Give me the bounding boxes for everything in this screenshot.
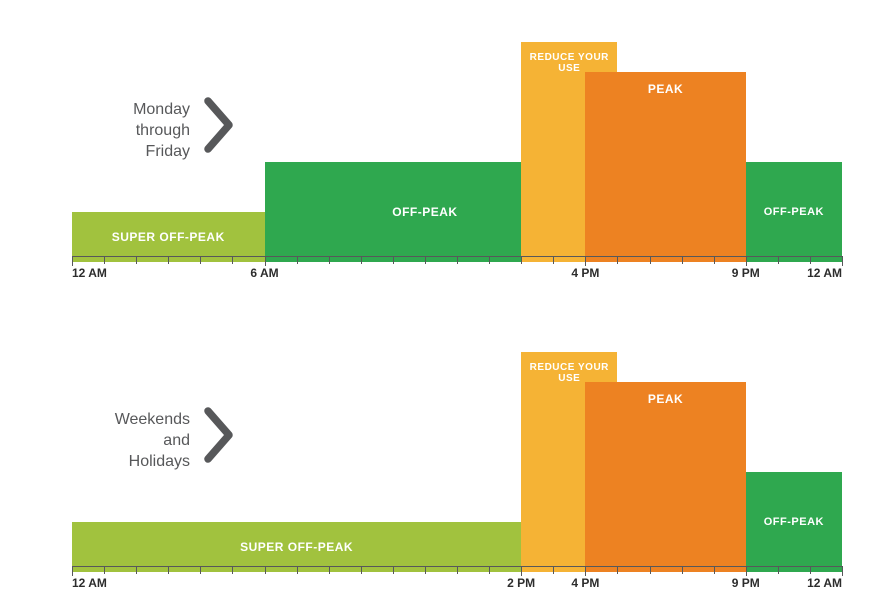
chart-weekday: Monday through Friday SUPER OFF-PEAKOFF-… bbox=[0, 10, 872, 290]
tick-minor bbox=[297, 256, 298, 264]
tick-minor bbox=[489, 566, 490, 574]
bar-label: OFF-PEAK bbox=[392, 205, 457, 219]
chart-weekend-axis: 12 AM 2 PM 4 PM 9 PM 12 AM bbox=[72, 572, 842, 590]
tick-minor bbox=[650, 566, 651, 574]
tick-minor bbox=[361, 256, 362, 264]
tick-minor bbox=[650, 256, 651, 264]
tick-label: 6 AM bbox=[250, 266, 278, 280]
tick-minor bbox=[521, 256, 522, 264]
tick-minor bbox=[361, 566, 362, 574]
chart-weekend: Weekends and Holidays SUPER OFF-PEAKOFF-… bbox=[0, 320, 872, 600]
tick-minor bbox=[104, 256, 105, 264]
tick-minor bbox=[714, 256, 715, 264]
tick-label: 12 AM bbox=[807, 266, 842, 280]
tick-minor bbox=[136, 566, 137, 574]
tick-minor bbox=[200, 566, 201, 574]
tick-minor bbox=[682, 256, 683, 264]
bar-label: SUPER OFF-PEAK bbox=[240, 540, 353, 554]
tick-minor bbox=[682, 566, 683, 574]
chart-weekday-plot: SUPER OFF-PEAK OFF-PEAK REDUCE YOUR USE PEA… bbox=[72, 32, 842, 262]
tick-minor bbox=[329, 566, 330, 574]
tick-minor bbox=[136, 256, 137, 264]
tick-minor bbox=[457, 566, 458, 574]
chart-weekend-plot: SUPER OFF-PEAK OFF-PEAK REDUCE YOUR USE PEA… bbox=[72, 342, 842, 572]
tick-major bbox=[72, 256, 73, 266]
tick-minor bbox=[232, 256, 233, 264]
tick-label: 4 PM bbox=[571, 266, 599, 280]
tick-major bbox=[585, 256, 586, 266]
tick-minor bbox=[553, 566, 554, 574]
bar-peak: PEAK bbox=[585, 72, 745, 262]
tick-minor bbox=[329, 256, 330, 264]
tick-minor bbox=[104, 566, 105, 574]
chart-weekday-axis: 12 AM 6 AM 4 PM 9 PM 12 AM bbox=[72, 262, 842, 280]
tick-major bbox=[72, 566, 73, 576]
tick-label: 4 PM bbox=[571, 576, 599, 590]
bar-label: OFF-PEAK bbox=[764, 516, 824, 528]
tick-major bbox=[746, 256, 747, 266]
tick-major bbox=[746, 566, 747, 576]
tick-minor bbox=[810, 566, 811, 574]
tick-minor bbox=[168, 256, 169, 264]
tick-minor bbox=[393, 256, 394, 264]
tick-minor bbox=[489, 256, 490, 264]
tick-label: 12 AM bbox=[72, 266, 107, 280]
bar-off-peak-evening: OFF-PEAK bbox=[746, 472, 842, 572]
tick-minor bbox=[232, 566, 233, 574]
tick-minor bbox=[714, 566, 715, 574]
tick-minor bbox=[553, 256, 554, 264]
tick-minor bbox=[425, 256, 426, 264]
tick-minor bbox=[778, 256, 779, 264]
tick-minor bbox=[297, 566, 298, 574]
bar-label: REDUCE YOUR USE bbox=[521, 42, 617, 74]
tick-label: 12 AM bbox=[807, 576, 842, 590]
tick-major bbox=[521, 566, 522, 576]
tick-minor bbox=[393, 566, 394, 574]
bar-label: OFF-PEAK bbox=[764, 206, 824, 218]
tick-minor bbox=[200, 256, 201, 264]
tick-minor bbox=[617, 566, 618, 574]
bar-label: PEAK bbox=[648, 382, 683, 406]
tick-minor bbox=[778, 566, 779, 574]
bar-label: SUPER OFF-PEAK bbox=[112, 230, 225, 244]
tick-minor bbox=[810, 256, 811, 264]
tick-major bbox=[842, 256, 843, 266]
tick-minor bbox=[617, 256, 618, 264]
tick-major bbox=[842, 566, 843, 576]
tick-label: 12 AM bbox=[72, 576, 107, 590]
tick-minor bbox=[168, 566, 169, 574]
bar-super-off-peak: SUPER OFF-PEAK bbox=[72, 522, 521, 572]
tick-label: 2 PM bbox=[507, 576, 535, 590]
tick-label: 9 PM bbox=[732, 576, 760, 590]
bar-label: REDUCE YOUR USE bbox=[521, 352, 617, 384]
bar-super-off-peak: SUPER OFF-PEAK bbox=[72, 212, 265, 262]
bar-off-peak-evening: OFF-PEAK bbox=[746, 162, 842, 262]
tick-minor bbox=[425, 566, 426, 574]
tick-label: 9 PM bbox=[732, 266, 760, 280]
tick-major bbox=[265, 256, 266, 266]
tick-minor bbox=[265, 566, 266, 574]
tick-major bbox=[585, 566, 586, 576]
bar-peak: PEAK bbox=[585, 382, 745, 572]
tick-minor bbox=[457, 256, 458, 264]
bar-label: PEAK bbox=[648, 72, 683, 96]
